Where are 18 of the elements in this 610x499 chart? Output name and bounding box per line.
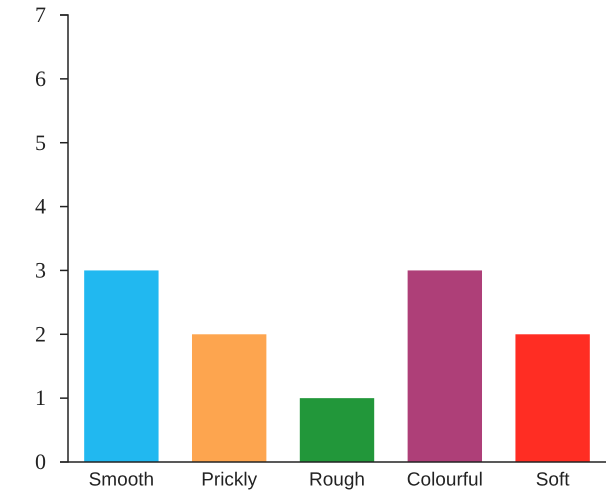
bar (408, 270, 482, 462)
x-tick-label: Colourful (406, 469, 483, 490)
x-tick-label: Prickly (201, 469, 258, 490)
bar (192, 334, 266, 462)
y-tick-label: 2 (35, 321, 46, 346)
y-tick-label: 1 (35, 385, 46, 410)
y-tick-label: 7 (35, 2, 46, 28)
bar (84, 270, 159, 462)
y-tick-label: 4 (35, 194, 46, 219)
bar (515, 334, 590, 462)
y-tick-label: 0 (35, 449, 46, 474)
x-tick-label: Soft (536, 469, 570, 490)
y-tick-label: 3 (35, 257, 46, 282)
bar (300, 398, 374, 462)
y-tick-label: 5 (35, 130, 46, 155)
y-tick-label: 6 (35, 66, 46, 91)
x-tick-label: Rough (309, 469, 365, 490)
x-tick-label: Smooth (88, 469, 154, 490)
